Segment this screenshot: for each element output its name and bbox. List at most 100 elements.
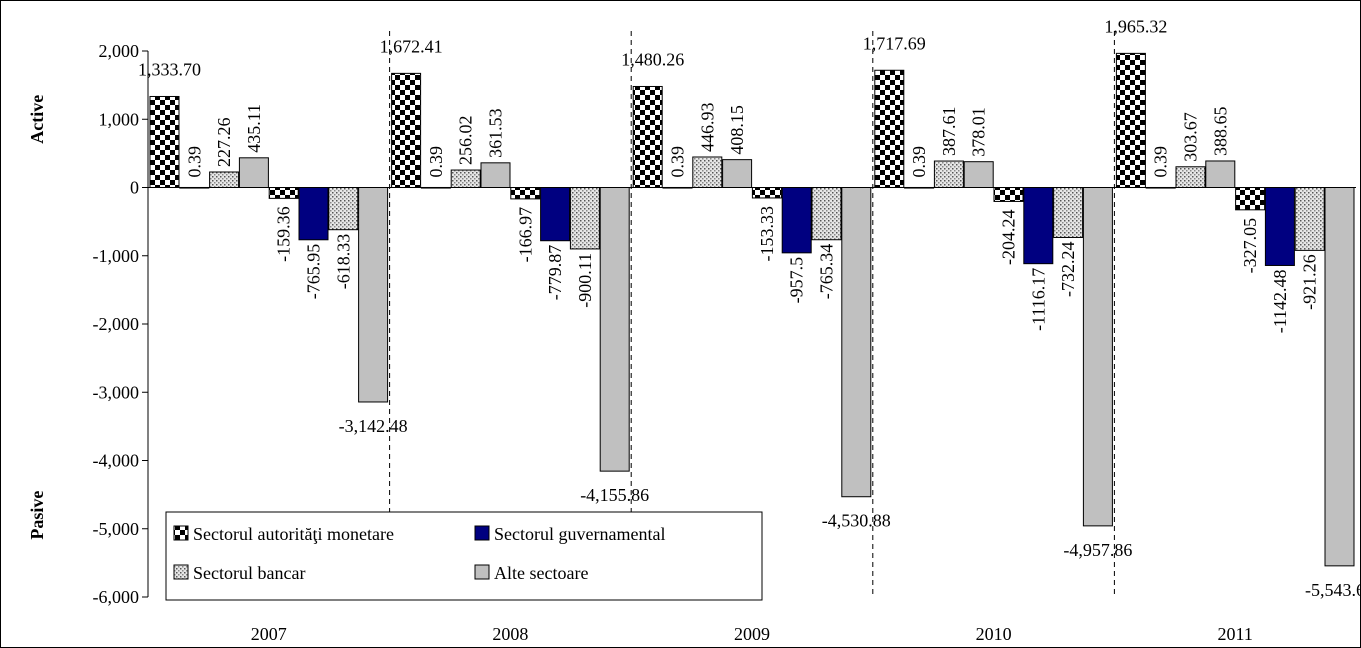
bar — [540, 187, 571, 242]
x-tick-label: 2011 — [1218, 624, 1253, 644]
bar — [841, 187, 872, 498]
bar — [751, 187, 782, 199]
data-label: 378.01 — [969, 107, 989, 157]
data-label: -1116.17 — [1028, 268, 1048, 331]
bar — [480, 162, 511, 188]
legend-label: Sectorul autorităţi monetare — [193, 524, 394, 544]
bar — [1294, 187, 1325, 251]
x-tick-label: 2008 — [492, 624, 528, 644]
data-label: -957.5 — [787, 257, 807, 304]
bar — [328, 187, 359, 231]
bar — [450, 169, 481, 189]
y-tick-label: -1,000 — [93, 246, 140, 266]
y-tick-label: 1,000 — [99, 109, 140, 129]
bar — [1053, 187, 1084, 238]
data-label: 1,672.41 — [380, 36, 443, 56]
data-label: 256.02 — [456, 116, 476, 166]
bar — [781, 187, 812, 254]
data-label: -618.33 — [333, 234, 353, 290]
legend-swatch — [474, 564, 490, 580]
pasive-label: Pasive — [27, 491, 47, 540]
x-tick-label: 2009 — [734, 624, 770, 644]
data-label: -1142.48 — [1270, 269, 1290, 333]
data-label: -779.87 — [545, 245, 565, 301]
bar — [420, 186, 451, 189]
data-label: -900.11 — [575, 253, 595, 308]
x-tick-label: 2007 — [251, 624, 287, 644]
data-label: -921.26 — [1300, 254, 1320, 309]
data-label: 0.39 — [668, 146, 688, 178]
active-label: Active — [27, 95, 47, 144]
data-label: -5,543.67 — [1305, 580, 1361, 600]
bar — [874, 69, 905, 188]
bar — [993, 187, 1024, 202]
x-tick-label: 2010 — [976, 624, 1012, 644]
bar — [209, 171, 240, 188]
data-label: 435.11 — [244, 104, 264, 153]
bar — [149, 95, 180, 188]
data-label: 388.65 — [1210, 106, 1230, 156]
bar — [1324, 187, 1355, 567]
legend-label: Sectorul bancar — [193, 563, 305, 583]
legend-swatch — [173, 564, 189, 580]
bar — [1115, 52, 1146, 188]
data-label: -327.05 — [1240, 218, 1260, 274]
data-label: -153.33 — [757, 206, 777, 262]
bar — [662, 186, 693, 189]
data-label: 0.39 — [1151, 146, 1171, 178]
data-label: 0.39 — [909, 146, 929, 178]
data-label: -4,155.86 — [580, 485, 649, 505]
legend-box — [165, 511, 763, 601]
y-tick-label: 0 — [130, 178, 139, 198]
bar — [692, 156, 723, 188]
legend-swatch — [173, 525, 189, 541]
bar — [510, 187, 541, 200]
bar — [904, 186, 935, 189]
data-label: -732.24 — [1058, 241, 1078, 297]
data-label: -4,957.86 — [1063, 540, 1132, 560]
data-label: 1,965.32 — [1104, 16, 1167, 36]
bar — [722, 159, 753, 189]
data-label: 227.26 — [214, 117, 234, 167]
bar — [391, 72, 422, 188]
legend: Sectorul autorităţi monetare Sectorul guv… — [165, 511, 763, 601]
data-label: -3,142.48 — [339, 416, 408, 436]
bar — [1175, 166, 1206, 188]
data-label: -204.24 — [999, 209, 1019, 265]
data-label: 1,717.69 — [863, 33, 926, 53]
bar — [569, 187, 600, 250]
legend-label: Sectorul guvernamental — [494, 524, 665, 544]
bar — [933, 160, 964, 189]
data-label: 0.39 — [184, 146, 204, 178]
bar — [1145, 186, 1176, 189]
bar — [298, 187, 329, 241]
bar — [1264, 187, 1295, 266]
data-label: -166.97 — [515, 207, 535, 262]
data-label: -765.95 — [304, 244, 324, 300]
bar — [268, 187, 299, 199]
legend-swatch — [474, 525, 490, 541]
bar — [358, 187, 389, 403]
bar — [632, 85, 663, 188]
data-label: 361.53 — [486, 108, 506, 158]
bar — [1235, 187, 1266, 211]
y-tick-label: -4,000 — [93, 451, 140, 471]
data-label: 387.61 — [939, 107, 959, 157]
data-label: -159.36 — [274, 206, 294, 262]
data-label: 0.39 — [426, 146, 446, 178]
data-label: -765.34 — [817, 244, 837, 299]
y-tick-label: -6,000 — [93, 587, 140, 607]
bar — [963, 161, 994, 189]
bar — [1205, 160, 1236, 189]
y-tick-label: -3,000 — [93, 382, 140, 402]
bar — [179, 186, 210, 189]
y-tick-label: -2,000 — [93, 314, 140, 334]
y-tick-label: -5,000 — [93, 519, 140, 539]
bar — [1023, 187, 1054, 265]
bar — [238, 157, 269, 188]
data-label: 1,333.70 — [138, 59, 201, 79]
data-label: 408.15 — [727, 105, 747, 155]
data-label: -4,530.88 — [822, 511, 891, 531]
